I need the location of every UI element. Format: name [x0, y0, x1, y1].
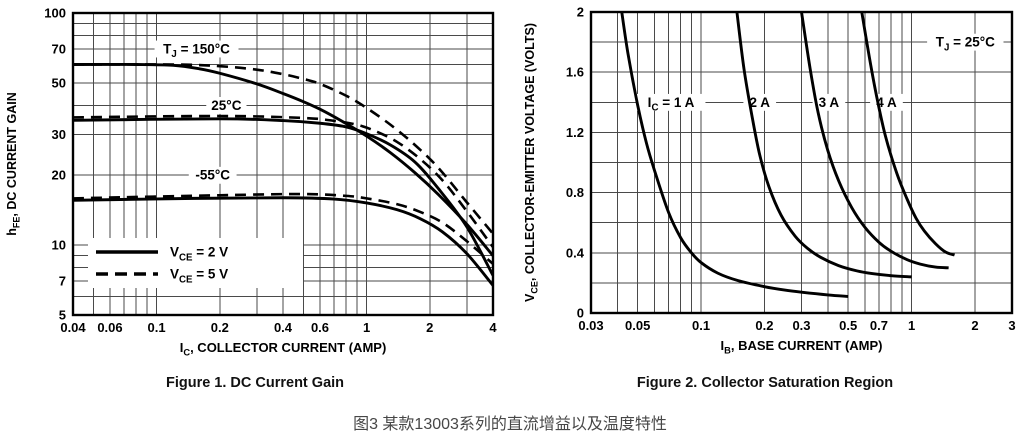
annotations: IC = 1 A 2 A 3 A 4 A TJ = 25°C — [636, 33, 1004, 114]
series-curve — [800, 11, 949, 270]
y-tick-label: 0.4 — [566, 245, 585, 260]
y-tick-label: 10 — [52, 238, 66, 253]
curve-label: 25°C — [211, 98, 241, 113]
annotation-bg — [188, 166, 237, 184]
y-tick-label: 50 — [52, 75, 66, 90]
y-tick-label: 5 — [59, 308, 66, 323]
series-curve — [735, 11, 912, 279]
tick-labels: 0.04 0.06 0.1 0.2 0.4 0.6 1 2 4 100 70 50 30 20 10 7 5 — [44, 6, 497, 336]
x-tick-label: 0.06 — [97, 320, 122, 335]
y-axis-title: VCE, COLLECTOR-EMITTER VOLTAGE (VOLTS) — [523, 23, 540, 302]
x-tick-label: 0.4 — [274, 320, 293, 335]
y-tick-label: 1.6 — [566, 65, 584, 80]
x-tick-label: 1 — [363, 320, 370, 335]
x-tick-label: 1 — [908, 318, 915, 333]
grid — [591, 12, 1012, 313]
curve-label: -55°C — [195, 168, 230, 183]
y-tick-label: 0.8 — [566, 185, 584, 200]
x-tick-label: 0.1 — [148, 320, 166, 335]
chinese-caption: 图3 某款13003系列的直流增益以及温度特性 — [353, 416, 667, 433]
series-curve — [72, 62, 494, 257]
legend-label: VCE = 5 V — [170, 267, 228, 286]
annotation-bg — [812, 93, 846, 111]
x-tick-label: 0.5 — [839, 318, 857, 333]
series-curve — [72, 192, 494, 265]
series-curve — [860, 11, 955, 257]
x-tick-label: 0.3 — [792, 318, 810, 333]
x-tick-label: 0.1 — [692, 318, 710, 333]
y-tick-label: 7 — [59, 274, 66, 289]
annotations: TJ = 150°C 25°C -55°C — [154, 40, 247, 184]
x-axis-title: IB, BASE CURRENT (AMP) — [720, 338, 882, 356]
series-curve — [620, 11, 849, 298]
annotation-bg — [154, 40, 239, 58]
legend-label: VCE = 2 V — [170, 245, 228, 264]
series-curve — [72, 114, 494, 248]
figure2-caption: Figure 2. Collector Saturation Region — [636, 375, 894, 391]
curve-label: IC = 1 A — [648, 95, 695, 114]
legend: VCE = 2 V VCE = 5 V — [88, 238, 303, 288]
x-tick-label: 0.04 — [60, 320, 86, 335]
x-tick-label: 0.6 — [311, 320, 329, 335]
y-tick-label: 100 — [44, 6, 66, 21]
annotation-bg — [206, 97, 247, 114]
legend-bg — [88, 238, 303, 288]
y-tick-label: 2 — [577, 5, 584, 20]
curve-label: 3 A — [819, 95, 840, 110]
plot-border — [589, 10, 1014, 315]
curve-label: 4 A — [876, 95, 897, 110]
x-tick-label: 0.7 — [870, 318, 888, 333]
y-tick-label: 70 — [52, 41, 66, 56]
plot-border — [71, 11, 495, 317]
figure2-plot: IC = 1 A 2 A 3 A 4 A TJ = 25°C 0.03 0.05 0.1 0.2… — [523, 5, 1016, 356]
y-tick-label: 30 — [52, 127, 66, 142]
series-curve — [72, 63, 494, 235]
x-tick-label: 2 — [971, 318, 978, 333]
x-tick-label: 4 — [489, 320, 497, 335]
y-tick-label: 1.2 — [566, 125, 584, 140]
figure1-caption: Figure 1. DC Current Gain — [165, 375, 345, 391]
curve-label: TJ = 25°C — [936, 35, 995, 54]
x-tick-label: 0.03 — [578, 318, 603, 333]
y-tick-label: 20 — [52, 168, 66, 183]
curve-label: 2 A — [749, 95, 770, 110]
y-tick-label: 0 — [577, 306, 584, 321]
curves — [72, 62, 494, 287]
curves — [620, 11, 955, 298]
annotation-bg — [636, 93, 706, 111]
x-tick-label: 2 — [426, 320, 433, 335]
series-curve — [72, 196, 494, 287]
annotation-bg — [927, 33, 1004, 51]
x-tick-label: 0.2 — [755, 318, 773, 333]
x-tick-label: 0.2 — [211, 320, 229, 335]
tick-labels: 0.03 0.05 0.1 0.2 0.3 0.5 0.7 1 2 3 2 1.6 1.2 0.8 0.4 0 — [566, 5, 1016, 334]
x-tick-label: 0.05 — [625, 318, 650, 333]
curve-label: TJ = 150°C — [163, 41, 230, 60]
series-curve — [72, 117, 494, 277]
x-axis-title: IC, COLLECTOR CURRENT (AMP) — [180, 340, 387, 358]
x-tick-label: 3 — [1008, 318, 1015, 333]
y-axis-title: hFE, DC CURRENT GAIN — [5, 92, 22, 235]
